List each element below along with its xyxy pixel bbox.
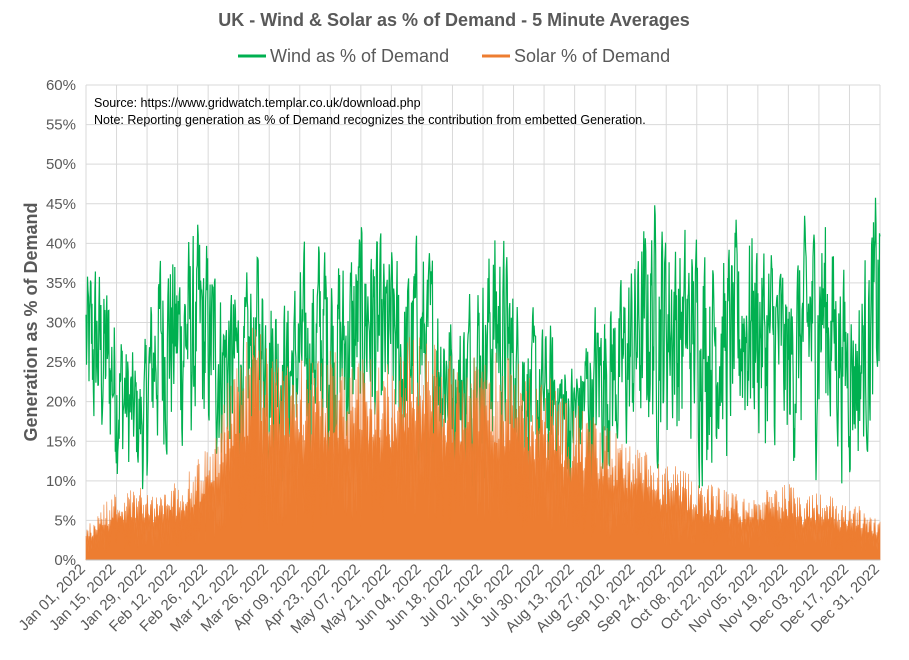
y-tick-label: 25%	[46, 354, 76, 371]
source-annotation: Source: https://www.gridwatch.templar.co…	[94, 96, 421, 110]
y-tick-label: 45%	[46, 196, 76, 213]
legend-solar-label: Solar % of Demand	[514, 46, 670, 66]
wind-series-line	[85, 197, 881, 499]
y-axis-label: Generation as % of Demand	[21, 202, 41, 441]
y-tick-label: 60%	[46, 77, 76, 94]
y-tick-label: 50%	[46, 156, 76, 173]
series-layer	[85, 197, 881, 561]
y-tick-label: 20%	[46, 394, 76, 411]
y-tick-label: 5%	[54, 512, 76, 529]
legend-wind-label: Wind as % of Demand	[270, 46, 449, 66]
y-tick-label: 30%	[46, 315, 76, 332]
y-tick-label: 15%	[46, 433, 76, 450]
chart-title: UK - Wind & Solar as % of Demand - 5 Min…	[218, 10, 690, 30]
y-tick-label: 0%	[54, 552, 76, 569]
y-tick-label: 35%	[46, 275, 76, 292]
y-tick-label: 10%	[46, 473, 76, 490]
y-tick-label: 40%	[46, 235, 76, 252]
y-tick-label: 55%	[46, 117, 76, 134]
axis-layer: 0%5%10%15%20%25%30%35%40%45%50%55%60%Jan…	[15, 77, 882, 637]
note-annotation: Note: Reporting generation as % of Deman…	[94, 113, 646, 127]
solar-series-area	[85, 327, 881, 561]
